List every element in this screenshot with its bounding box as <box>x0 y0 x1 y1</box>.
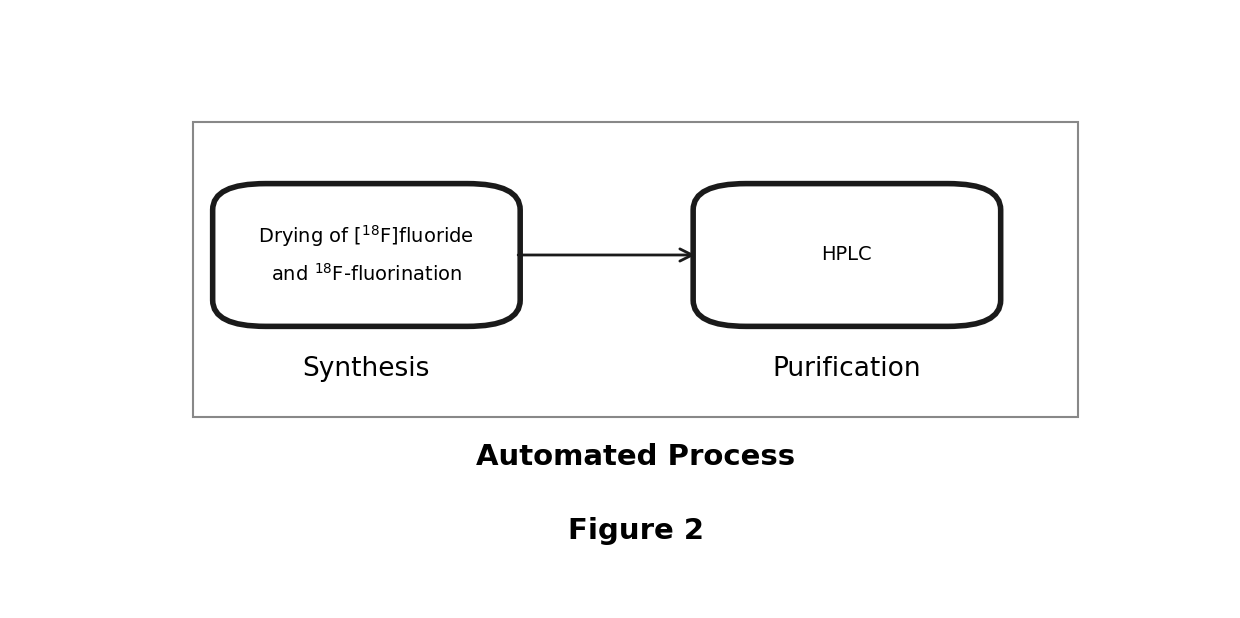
FancyBboxPatch shape <box>693 184 1001 326</box>
FancyBboxPatch shape <box>213 184 521 326</box>
Text: Synthesis: Synthesis <box>303 356 430 382</box>
Text: Purification: Purification <box>773 356 921 382</box>
Text: Figure 2: Figure 2 <box>568 517 703 545</box>
Text: HPLC: HPLC <box>822 245 872 265</box>
Text: Drying of [$^{18}$F]fluoride: Drying of [$^{18}$F]fluoride <box>258 223 475 249</box>
Text: and $^{18}$F-fluorination: and $^{18}$F-fluorination <box>270 263 463 285</box>
FancyBboxPatch shape <box>193 122 1078 417</box>
Text: Automated Process: Automated Process <box>476 443 795 472</box>
